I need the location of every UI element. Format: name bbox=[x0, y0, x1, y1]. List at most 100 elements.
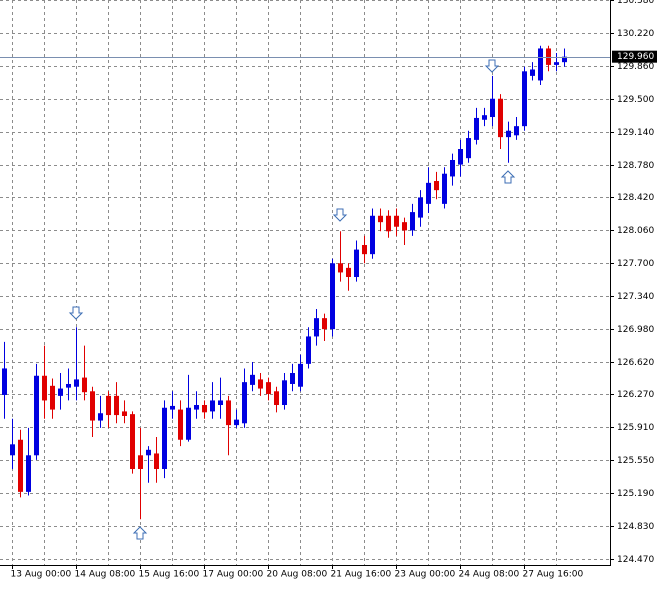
candle-body bbox=[210, 400, 215, 412]
y-tick-label: 127.340 bbox=[617, 292, 654, 302]
candle-body bbox=[370, 215, 375, 255]
candle-body bbox=[146, 449, 151, 456]
candle-body bbox=[362, 245, 367, 255]
candle-body bbox=[226, 400, 231, 426]
candle-body bbox=[50, 385, 55, 410]
candle-body bbox=[338, 263, 343, 273]
x-tick-label: 27 Aug 16:00 bbox=[523, 570, 584, 580]
x-tick-label: 24 Aug 08:00 bbox=[459, 570, 520, 580]
candle-body bbox=[2, 368, 7, 395]
y-tick-label: 125.910 bbox=[617, 423, 654, 433]
y-tick-label: 128.780 bbox=[617, 161, 654, 171]
fractal-down bbox=[500, 170, 516, 184]
candle-body bbox=[274, 391, 279, 406]
candle-body bbox=[298, 363, 303, 387]
last-price-box bbox=[612, 50, 657, 63]
y-tick-label: 130.580 bbox=[617, 0, 654, 6]
candle-body bbox=[442, 173, 447, 204]
candle-body bbox=[514, 126, 519, 136]
candle-body bbox=[34, 375, 39, 456]
candle-body bbox=[394, 215, 399, 227]
y-tick-label: 126.270 bbox=[617, 390, 654, 400]
y-tick-label: 129.140 bbox=[617, 128, 654, 138]
candle-body bbox=[282, 380, 287, 406]
candle-body bbox=[314, 318, 319, 337]
candle-body bbox=[330, 263, 335, 330]
candle-body bbox=[122, 411, 127, 416]
candle-body bbox=[522, 71, 527, 127]
candle-body bbox=[346, 267, 351, 278]
candle-body bbox=[90, 391, 95, 421]
y-tick-label: 125.190 bbox=[617, 489, 654, 499]
candle-body bbox=[186, 407, 191, 440]
x-tick-label: 23 Aug 00:00 bbox=[395, 570, 456, 580]
y-tick-label: 128.420 bbox=[617, 193, 654, 203]
candle-body bbox=[410, 212, 415, 231]
candle-body bbox=[498, 98, 503, 138]
candle-body bbox=[106, 395, 111, 416]
candle-body bbox=[234, 419, 239, 426]
candle-body bbox=[354, 249, 359, 278]
y-tick-label: 124.470 bbox=[617, 555, 654, 565]
candle-body bbox=[426, 182, 431, 204]
candle-body bbox=[130, 414, 135, 470]
x-tick-label: 17 Aug 00:00 bbox=[203, 570, 264, 580]
y-tick-label: 130.220 bbox=[617, 29, 654, 39]
candle-body bbox=[306, 336, 311, 364]
candle-body bbox=[42, 375, 47, 401]
candle-body bbox=[458, 149, 463, 165]
candle-body bbox=[506, 130, 511, 138]
candle-body bbox=[290, 373, 295, 384]
candle-body bbox=[378, 215, 383, 223]
candle-body bbox=[490, 98, 495, 118]
candle-body bbox=[402, 222, 407, 231]
candle-body bbox=[258, 379, 263, 389]
candle-body bbox=[218, 400, 223, 406]
candle-body bbox=[138, 455, 143, 470]
candle-body bbox=[82, 377, 87, 393]
candle-body bbox=[242, 382, 247, 424]
candle-body bbox=[322, 318, 327, 330]
fractal-markers bbox=[68, 59, 516, 540]
candle-body bbox=[162, 407, 167, 470]
candle-body bbox=[250, 374, 255, 385]
last-price-label: 129.960 bbox=[617, 52, 654, 62]
candle-body bbox=[178, 409, 183, 440]
candle-body bbox=[114, 395, 119, 416]
y-tick-label: 125.550 bbox=[617, 456, 654, 466]
x-tick-label: 13 Aug 00:00 bbox=[11, 570, 72, 580]
candle-body bbox=[66, 383, 71, 388]
y-tick-label: 129.500 bbox=[617, 95, 654, 105]
candle-body bbox=[474, 117, 479, 140]
fractal-down bbox=[132, 526, 148, 540]
candle-body bbox=[74, 379, 79, 387]
candle-body bbox=[450, 159, 455, 177]
candle-body bbox=[202, 405, 207, 413]
y-tick-label: 129.860 bbox=[617, 62, 654, 72]
candle-body bbox=[538, 48, 543, 81]
fractal-up bbox=[332, 208, 348, 222]
candle-body bbox=[434, 181, 439, 191]
y-tick-label: 128.060 bbox=[617, 226, 654, 236]
candle-body bbox=[418, 197, 423, 218]
x-tick-label: 14 Aug 08:00 bbox=[75, 570, 136, 580]
candle-body bbox=[386, 215, 391, 232]
candle-body bbox=[482, 115, 487, 120]
candle-body bbox=[98, 413, 103, 421]
x-tick-label: 15 Aug 16:00 bbox=[139, 570, 200, 580]
fractal-up bbox=[68, 306, 84, 320]
candle-body bbox=[10, 444, 15, 456]
candle-body bbox=[18, 439, 23, 492]
x-tick-label: 21 Aug 16:00 bbox=[331, 570, 392, 580]
candle-body bbox=[58, 388, 63, 396]
candle-body bbox=[194, 405, 199, 410]
y-tick-label: 124.830 bbox=[617, 522, 654, 532]
y-tick-label: 126.980 bbox=[617, 325, 654, 335]
y-tick-label: 126.620 bbox=[617, 358, 654, 368]
candle-body bbox=[170, 405, 175, 410]
candle-body bbox=[530, 69, 535, 76]
candle-body bbox=[562, 56, 567, 63]
y-tick-label: 127.700 bbox=[617, 259, 654, 269]
candle-body bbox=[26, 455, 31, 492]
